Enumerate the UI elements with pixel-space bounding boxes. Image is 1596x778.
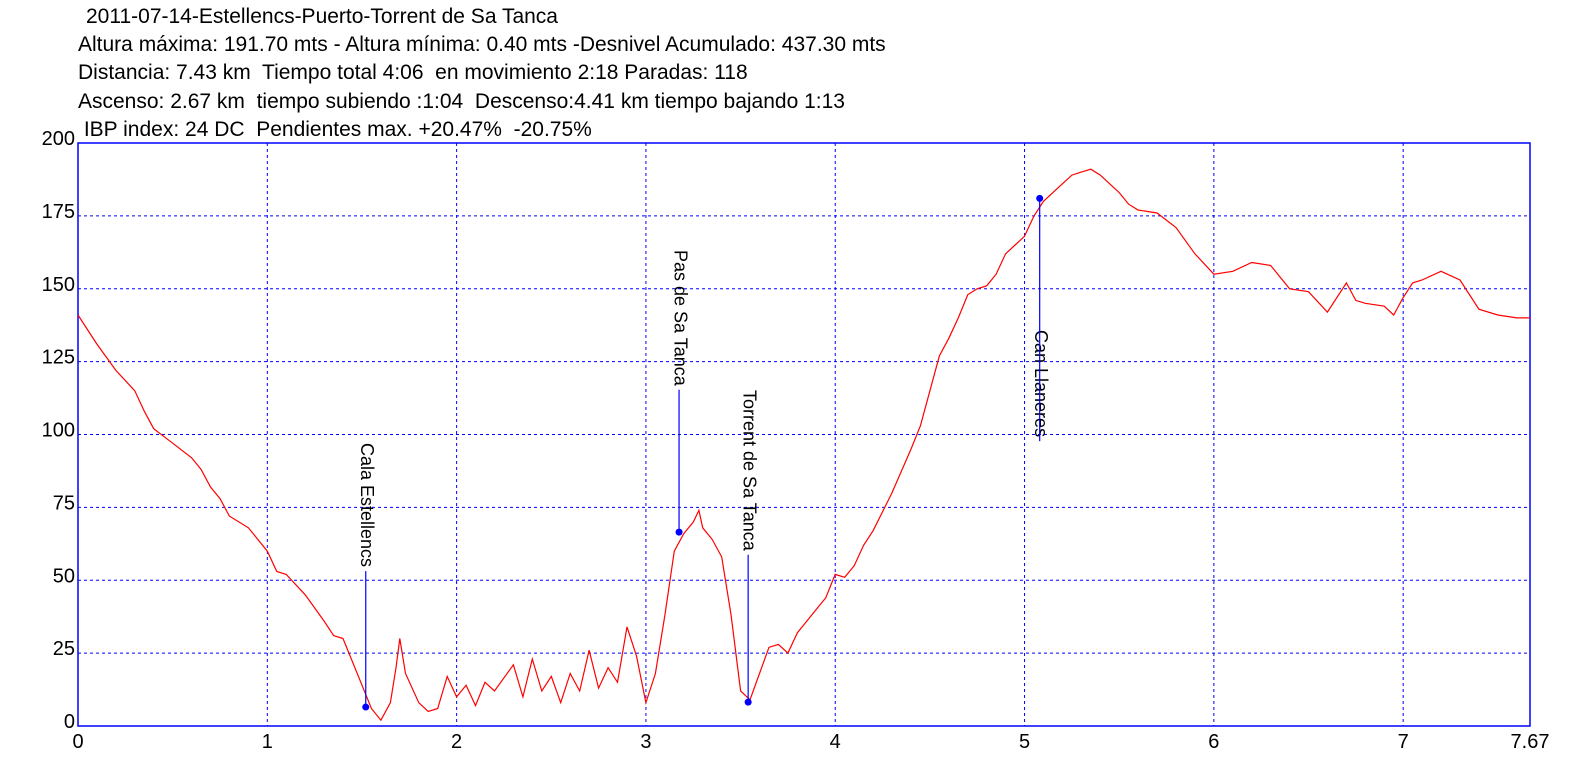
- annotation-label: Pas de Sa Tanca: [670, 250, 690, 387]
- x-tick-label: 7.67: [1511, 731, 1550, 753]
- subtitle-line: Distancia: 7.43 km Tiempo total 4:06 en …: [78, 61, 748, 84]
- x-tick-label: 2: [451, 731, 462, 753]
- y-tick-label: 200: [42, 128, 75, 150]
- x-tick-label: 4: [830, 731, 841, 753]
- annotation-marker: [675, 528, 683, 536]
- y-tick-label: 175: [42, 201, 75, 223]
- annotation-label: Cala Estellencs: [357, 443, 377, 567]
- x-tick-label: 0: [72, 731, 83, 753]
- subtitle-line: IBP index: 24 DC Pendientes max. +20.47%…: [78, 118, 592, 141]
- y-tick-label: 100: [42, 420, 75, 442]
- y-tick-label: 125: [42, 347, 75, 369]
- annotation-marker: [744, 698, 752, 706]
- annotation-label: Torrent de Sa Tanca: [739, 390, 759, 552]
- y-tick-label: 50: [53, 565, 75, 587]
- x-tick-label: 3: [640, 731, 651, 753]
- x-tick-label: 1: [262, 731, 273, 753]
- y-tick-label: 0: [64, 711, 75, 733]
- annotation-marker: [362, 703, 370, 711]
- x-tick-label: 5: [1019, 731, 1030, 753]
- y-tick-label: 150: [42, 274, 75, 296]
- y-tick-label: 25: [53, 638, 75, 660]
- x-tick-label: 6: [1208, 731, 1219, 753]
- subtitle-line: Ascenso: 2.67 km tiempo subiendo :1:04 D…: [78, 90, 845, 113]
- x-tick-label: 7: [1398, 731, 1409, 753]
- plot-frame: [77, 142, 1531, 727]
- y-tick-label: 75: [53, 492, 75, 514]
- chart-title: 2011-07-14-Estellencs-Puerto-Torrent de …: [86, 5, 558, 28]
- subtitle-line: Altura máxima: 191.70 mts - Altura mínim…: [78, 33, 886, 56]
- annotation-label: Can Llaneres: [1031, 330, 1051, 437]
- elevation-line: [77, 168, 1530, 722]
- annotation-marker: [1036, 194, 1044, 202]
